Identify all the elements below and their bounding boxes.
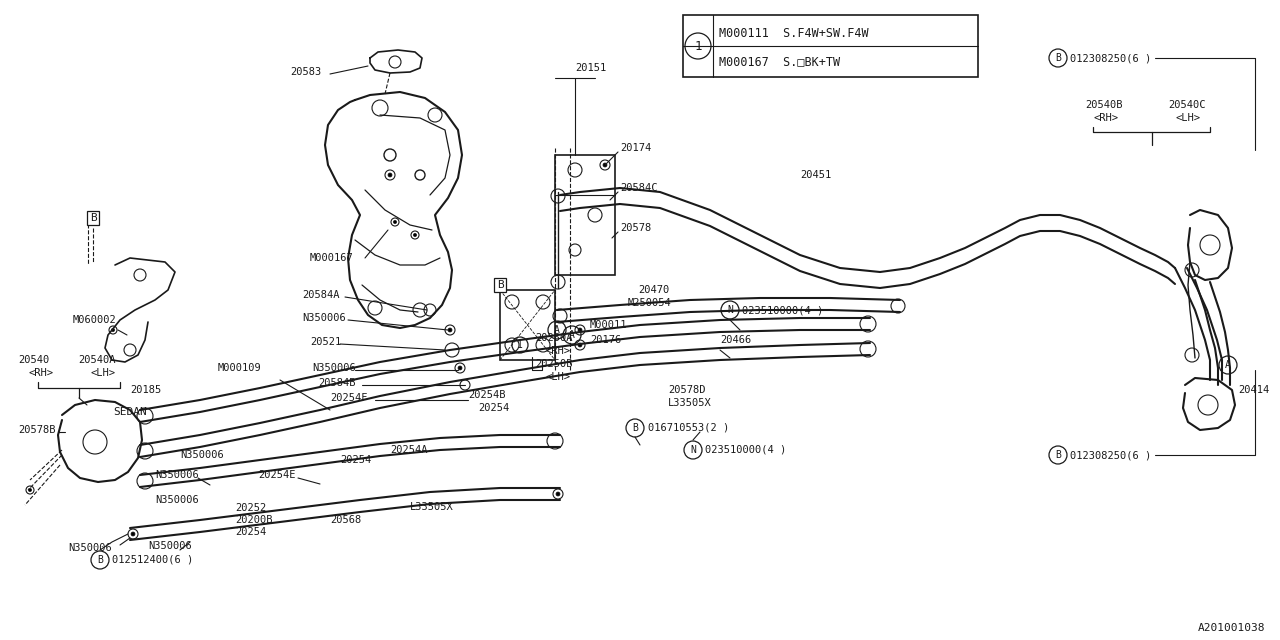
Text: 20254: 20254 — [340, 455, 371, 465]
Text: 20584A: 20584A — [302, 290, 339, 300]
Text: M000109: M000109 — [218, 363, 261, 373]
Text: B: B — [1055, 450, 1061, 460]
Text: <LH>: <LH> — [545, 372, 570, 382]
Text: N: N — [690, 445, 696, 455]
Text: 20176: 20176 — [590, 335, 621, 345]
Text: 012512400(6 ): 012512400(6 ) — [113, 555, 193, 565]
Text: 20200B: 20200B — [236, 515, 273, 525]
Text: 20540: 20540 — [18, 355, 49, 365]
Text: 20254B: 20254B — [468, 390, 506, 400]
Text: N350006: N350006 — [180, 450, 224, 460]
Text: 20470: 20470 — [637, 285, 669, 295]
Text: A: A — [554, 325, 559, 335]
Text: M250054: M250054 — [628, 298, 672, 308]
Text: 1: 1 — [517, 340, 524, 350]
Text: 20254F: 20254F — [330, 393, 367, 403]
Text: 20583: 20583 — [291, 67, 321, 77]
Circle shape — [388, 173, 392, 177]
Circle shape — [603, 163, 607, 167]
Text: 20254A: 20254A — [390, 445, 428, 455]
Text: M060002: M060002 — [73, 315, 116, 325]
Text: B: B — [1055, 53, 1061, 63]
Text: 20250A: 20250A — [535, 333, 572, 343]
Text: 20540B: 20540B — [1085, 100, 1123, 110]
Text: N: N — [727, 305, 733, 315]
Text: <RH>: <RH> — [1093, 113, 1117, 123]
Text: 20254: 20254 — [477, 403, 509, 413]
Text: 20414: 20414 — [1238, 385, 1270, 395]
Text: 20151: 20151 — [575, 63, 607, 73]
Text: N350006: N350006 — [302, 313, 346, 323]
Circle shape — [579, 343, 582, 347]
Text: A: A — [570, 330, 575, 340]
Text: 20451: 20451 — [800, 170, 831, 180]
Text: M000167: M000167 — [310, 253, 353, 263]
Text: <RH>: <RH> — [28, 368, 52, 378]
Text: N350006: N350006 — [312, 363, 356, 373]
Text: 20540A: 20540A — [78, 355, 115, 365]
Text: 012308250(6 ): 012308250(6 ) — [1070, 53, 1151, 63]
Text: M00011: M00011 — [590, 320, 627, 330]
Text: N350006: N350006 — [68, 543, 111, 553]
Text: 023510000(4 ): 023510000(4 ) — [705, 445, 786, 455]
Text: <LH>: <LH> — [90, 368, 115, 378]
Text: 012308250(6 ): 012308250(6 ) — [1070, 450, 1151, 460]
Text: 20252: 20252 — [236, 503, 266, 513]
Text: L33505X: L33505X — [668, 398, 712, 408]
Text: M000167  S.□BK+TW: M000167 S.□BK+TW — [719, 56, 840, 68]
Text: 20578D: 20578D — [668, 385, 705, 395]
Bar — [556, 155, 614, 275]
Text: N350006: N350006 — [155, 495, 198, 505]
Text: N350006: N350006 — [148, 541, 192, 551]
Circle shape — [393, 220, 397, 223]
Text: SEDAN: SEDAN — [113, 407, 147, 417]
Text: 20578: 20578 — [620, 223, 652, 233]
Text: 20578B: 20578B — [18, 425, 55, 435]
Text: 20584C: 20584C — [620, 183, 658, 193]
Text: B: B — [632, 423, 637, 433]
Text: 20174: 20174 — [620, 143, 652, 153]
Text: <RH>: <RH> — [545, 346, 570, 356]
Circle shape — [458, 366, 462, 370]
Text: <LH>: <LH> — [1175, 113, 1201, 123]
Text: A: A — [1225, 360, 1231, 370]
Circle shape — [448, 328, 452, 332]
Text: M000111  S.F4W+SW.F4W: M000111 S.F4W+SW.F4W — [719, 26, 869, 40]
Text: N350006: N350006 — [155, 470, 198, 480]
Text: B: B — [90, 213, 96, 223]
Bar — [500, 290, 556, 360]
Text: 20584B: 20584B — [317, 378, 356, 388]
Text: B: B — [97, 555, 102, 565]
Text: 20250B: 20250B — [535, 359, 572, 369]
Bar — [684, 15, 978, 77]
Text: L33505X: L33505X — [410, 502, 453, 512]
Circle shape — [579, 328, 582, 332]
Circle shape — [556, 492, 561, 496]
Text: B: B — [497, 280, 503, 290]
Text: A201001038: A201001038 — [1198, 623, 1265, 633]
Circle shape — [111, 328, 115, 332]
Circle shape — [413, 234, 416, 237]
Text: 20254E: 20254E — [259, 470, 296, 480]
Text: 023510000(4 ): 023510000(4 ) — [742, 305, 823, 315]
Text: 20568: 20568 — [330, 515, 361, 525]
Text: 20466: 20466 — [721, 335, 751, 345]
Text: 20185: 20185 — [131, 385, 161, 395]
Circle shape — [131, 532, 134, 536]
Text: 20254: 20254 — [236, 527, 266, 537]
Text: 20521: 20521 — [310, 337, 342, 347]
Circle shape — [28, 488, 32, 492]
Text: 016710553(2 ): 016710553(2 ) — [648, 423, 730, 433]
Text: 20540C: 20540C — [1169, 100, 1206, 110]
Text: 1: 1 — [694, 40, 701, 52]
